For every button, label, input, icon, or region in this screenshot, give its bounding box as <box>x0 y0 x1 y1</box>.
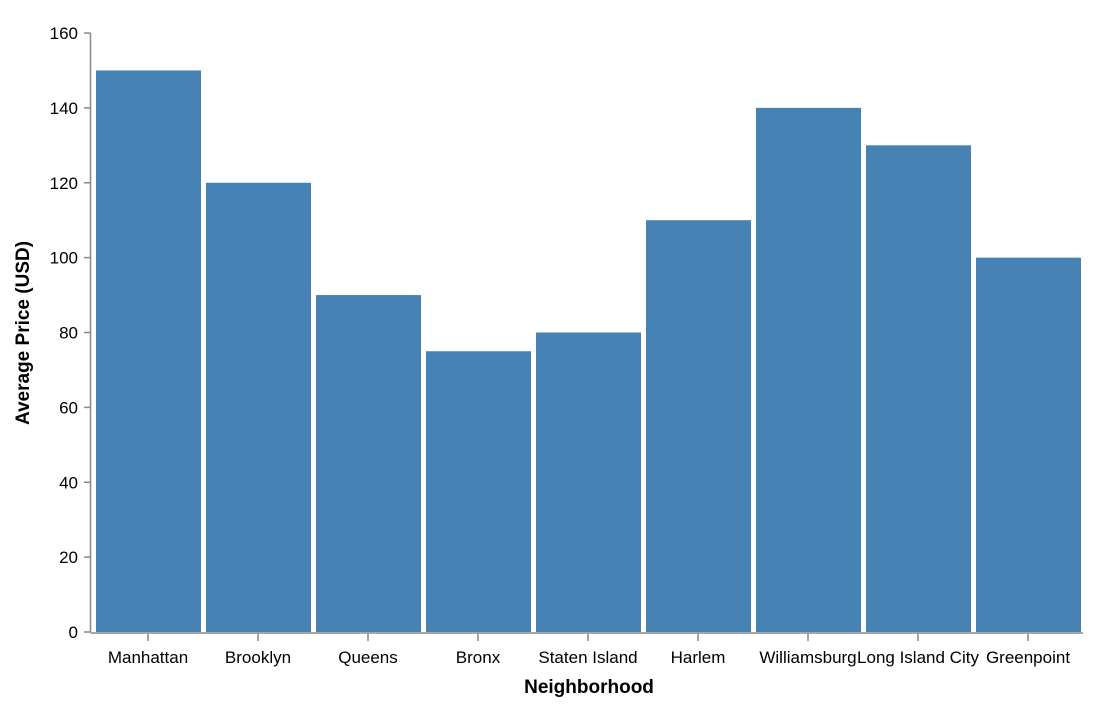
y-tick-label: 140 <box>50 99 78 118</box>
bar-brooklyn <box>206 182 311 632</box>
y-tick-label: 40 <box>59 473 78 492</box>
x-tick-label: Brooklyn <box>225 648 291 667</box>
bars <box>96 70 1081 633</box>
x-tick-label: Long Island City <box>857 648 979 667</box>
bar-staten-island <box>536 332 641 632</box>
x-axis: Manhattan Brooklyn Queens Bronx Staten Islan… <box>90 632 1083 667</box>
x-tick-label: Staten Island <box>538 648 637 667</box>
x-tick-label: Harlem <box>671 648 726 667</box>
y-axis: 0 20 40 60 80 100 120 140 160 <box>50 24 92 642</box>
bar-bronx <box>426 351 531 632</box>
bar-manhattan <box>96 70 201 632</box>
y-tick-label: 120 <box>50 174 78 193</box>
y-tick-label: 60 <box>59 398 78 417</box>
axes: 0 20 40 60 80 100 120 140 160 Manhattan Brooklyn Q… <box>50 24 1083 667</box>
x-tick-label: Queens <box>338 648 398 667</box>
y-tick-label: 80 <box>59 324 78 343</box>
y-tick-label: 160 <box>50 24 78 43</box>
y-tick-label: 0 <box>69 623 78 642</box>
x-tick-label: Williamsburg <box>759 648 856 667</box>
x-tick-label: Bronx <box>456 648 501 667</box>
y-axis-title: Average Price (USD) <box>13 241 34 425</box>
bar-williamsburg <box>756 107 861 633</box>
x-axis-title: Neighborhood <box>524 677 654 698</box>
bar-harlem <box>646 220 751 632</box>
x-tick-label: Greenpoint <box>986 648 1070 667</box>
y-tick-label: 100 <box>50 249 78 268</box>
bar-queens <box>316 295 421 632</box>
bar-greenpoint <box>976 257 1081 633</box>
x-tick-label: Manhattan <box>108 648 188 667</box>
bar-long-island-city <box>866 145 971 632</box>
y-tick-label: 20 <box>59 548 78 567</box>
